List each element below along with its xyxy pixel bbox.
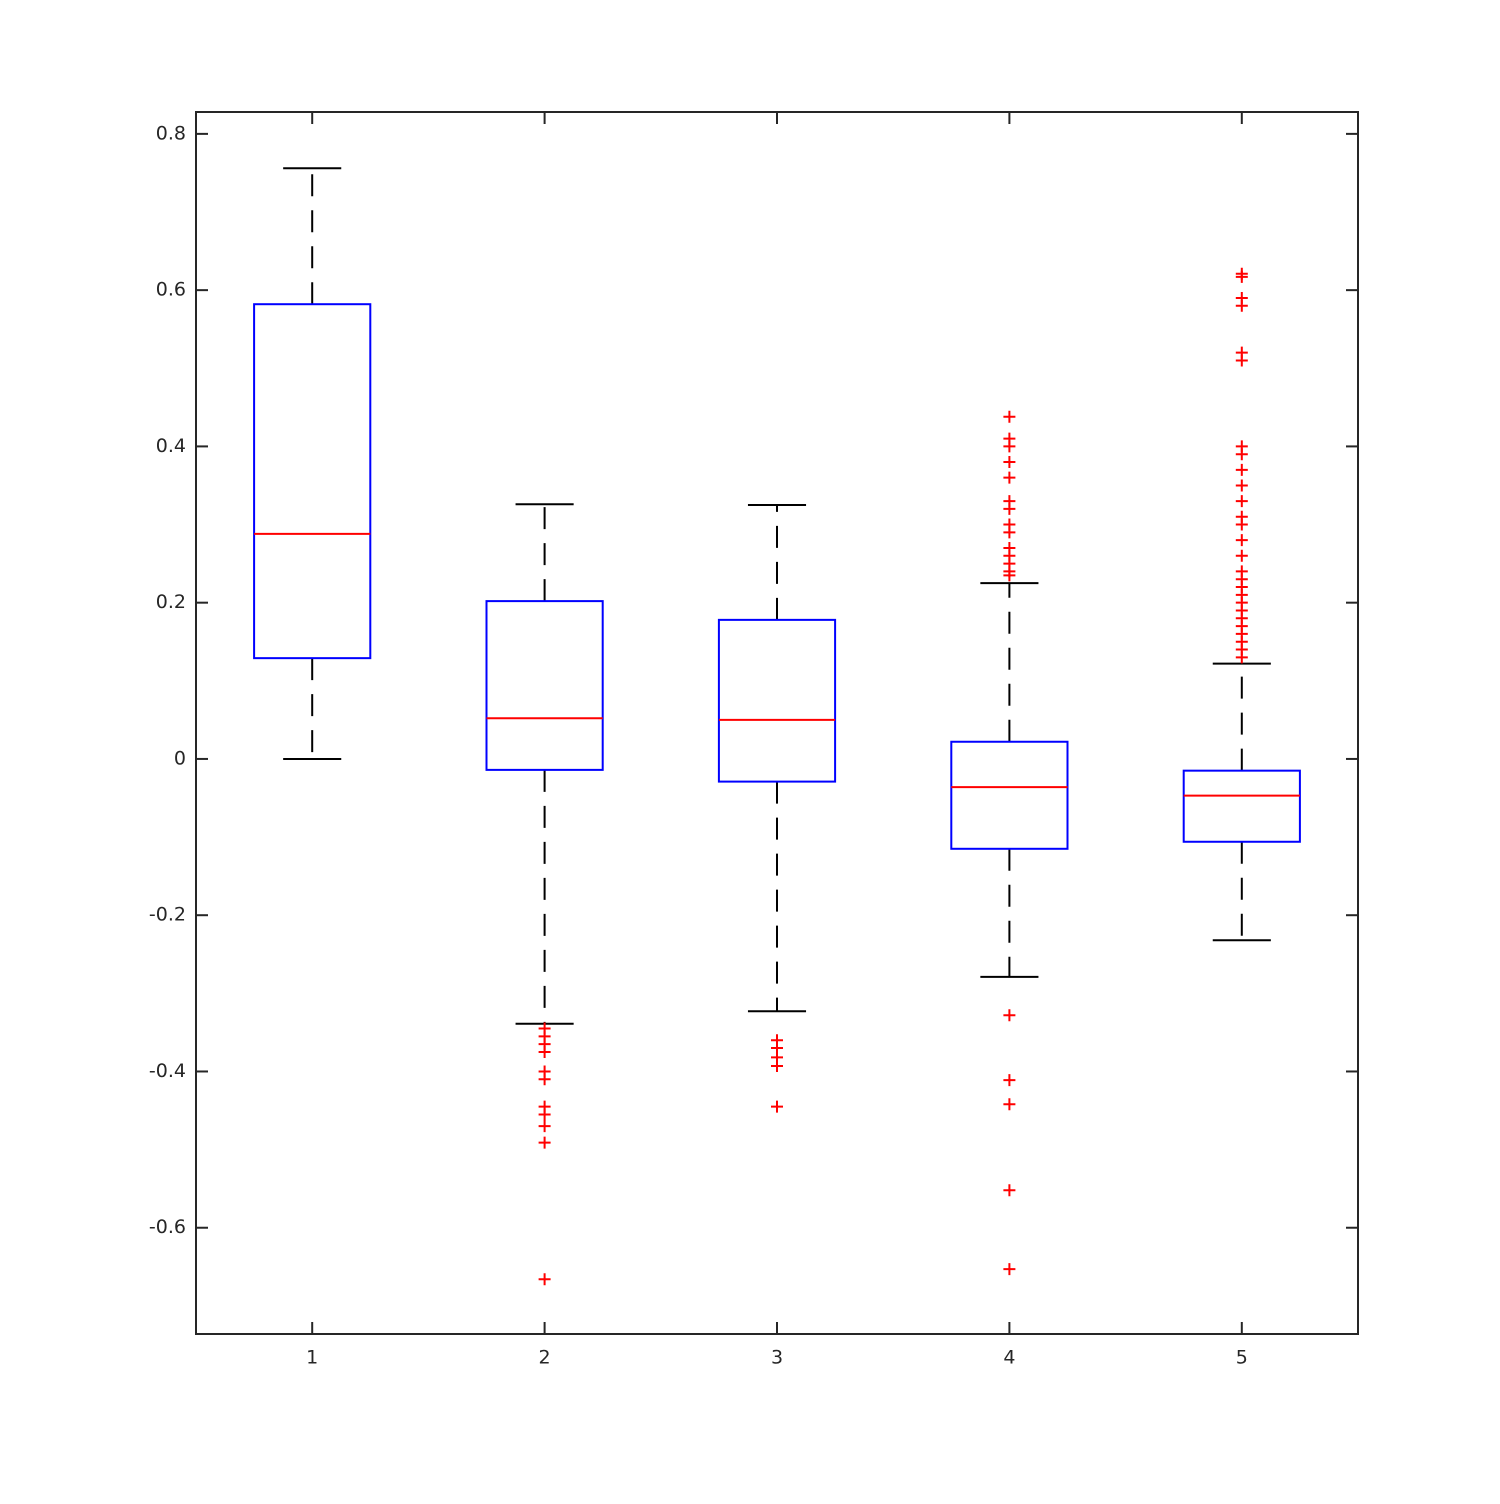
outlier	[1003, 526, 1016, 539]
x-tick-label: 5	[1236, 1347, 1248, 1369]
outlier	[1003, 502, 1016, 515]
outlier	[1235, 448, 1248, 461]
outlier	[1003, 1263, 1016, 1276]
outlier	[1003, 440, 1016, 453]
outlier	[1235, 354, 1248, 367]
x-tick-label: 2	[539, 1347, 551, 1369]
outlier	[1003, 471, 1016, 484]
outlier	[1003, 1009, 1016, 1022]
outlier	[1235, 495, 1248, 508]
outlier	[1235, 270, 1248, 283]
outlier	[771, 1060, 783, 1072]
outlier	[538, 1120, 551, 1133]
outlier	[1235, 549, 1248, 562]
box	[253, 303, 372, 660]
outlier	[538, 1045, 551, 1058]
y-tick-label: 0.8	[156, 122, 186, 144]
y-tick-label: 0.6	[156, 279, 186, 301]
outlier	[1235, 479, 1248, 492]
y-tick-label: -0.2	[149, 904, 186, 926]
y-tick-label: 0	[174, 747, 186, 769]
outlier	[1235, 299, 1248, 312]
y-tick-label: 0.4	[156, 435, 186, 457]
outlier	[1003, 456, 1016, 469]
y-tick-label: -0.6	[149, 1216, 186, 1238]
outlier	[1003, 569, 1016, 582]
outlier	[1235, 518, 1248, 531]
outlier	[538, 1073, 551, 1086]
x-tick-label: 4	[1003, 1347, 1015, 1369]
outlier	[1003, 1074, 1016, 1087]
outlier	[1235, 534, 1248, 547]
outlier	[538, 1108, 551, 1121]
outlier	[1003, 1098, 1016, 1111]
outlier	[1003, 1184, 1016, 1197]
y-tick-label: -0.4	[149, 1060, 186, 1082]
outlier	[771, 1100, 783, 1113]
x-tick-label: 1	[306, 1347, 318, 1369]
outlier	[1235, 463, 1248, 476]
box	[717, 618, 837, 783]
outlier	[538, 1136, 551, 1149]
box	[1182, 769, 1301, 843]
box	[950, 740, 1069, 850]
outlier	[538, 1273, 551, 1286]
y-tick-label: 0.2	[156, 591, 186, 613]
box	[485, 600, 604, 771]
outlier	[1003, 410, 1016, 423]
outlier	[1235, 651, 1248, 664]
x-tick-label: 3	[771, 1347, 783, 1369]
